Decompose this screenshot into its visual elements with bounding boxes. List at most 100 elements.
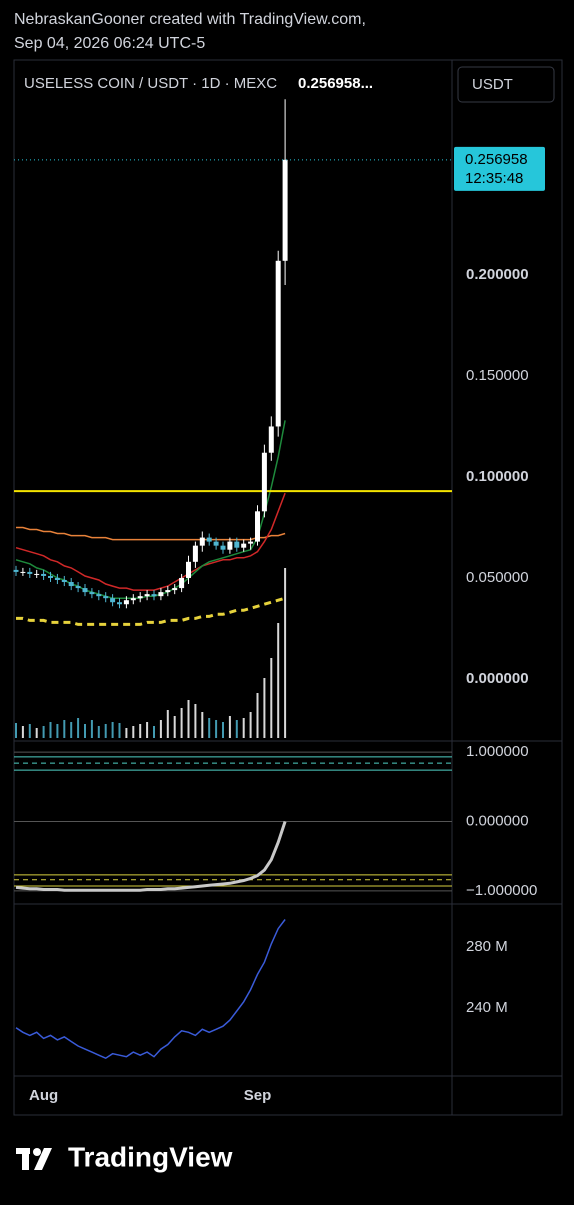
volume-bar — [28, 724, 31, 738]
volume-bar — [70, 722, 73, 738]
author-line: NebraskanGooner created with TradingView… — [14, 11, 366, 28]
candle-body — [234, 541, 240, 548]
candle-body — [117, 602, 122, 605]
candle-body — [34, 573, 40, 575]
candle-body — [268, 426, 274, 453]
volume-bar — [35, 728, 38, 738]
y-tick-label: 0.050000 — [466, 569, 529, 586]
candle-body — [227, 541, 233, 550]
volume-bar — [173, 716, 176, 738]
price-badge-value: 0.256958 — [465, 151, 528, 168]
candle-body — [241, 543, 247, 548]
volume-bar — [277, 623, 280, 738]
volume-bar — [132, 726, 135, 738]
indicator-line — [15, 821, 287, 892]
volume-bar — [270, 658, 273, 738]
candle-body — [82, 588, 88, 593]
volume-bar — [235, 720, 238, 738]
y-tick-label: 1.000000 — [466, 743, 529, 760]
candle-body — [199, 537, 205, 546]
candle-body — [261, 452, 267, 512]
candle-body — [248, 541, 254, 544]
candle-body — [13, 569, 19, 572]
moving-average — [15, 420, 286, 599]
candle-body — [123, 600, 129, 605]
candle-body — [41, 573, 47, 576]
candle-body — [20, 571, 26, 573]
volume-bar — [222, 722, 224, 738]
candle-body — [192, 545, 198, 562]
moving-average — [15, 492, 286, 591]
volume-bar — [21, 726, 24, 738]
candle-body — [110, 598, 116, 603]
candle-body — [255, 511, 260, 542]
volume-bar — [146, 722, 149, 738]
candle-body — [220, 545, 226, 550]
price-badge-countdown: 12:35:48 — [465, 170, 523, 187]
candle-body — [275, 260, 281, 427]
candle-body — [137, 596, 143, 599]
candle-body — [206, 537, 212, 542]
y-tick-label: 0.000000 — [466, 812, 529, 829]
candle-body — [96, 594, 102, 597]
volume-bar — [208, 718, 211, 738]
x-tick-label: Sep — [244, 1087, 272, 1104]
candle-body — [179, 577, 185, 589]
candle-body — [151, 594, 157, 597]
volume-bar — [90, 720, 93, 738]
volume-bar — [153, 726, 155, 738]
moving-average — [16, 526, 286, 541]
volume-bar — [256, 693, 259, 738]
volume-bar — [118, 723, 121, 738]
volume-bar — [263, 678, 266, 738]
y-tick-label: 0.150000 — [466, 367, 529, 384]
logo-text: TradingView — [68, 1141, 233, 1172]
y-tick-label: 0.200000 — [466, 266, 529, 283]
y-tick-label: 280 M — [466, 938, 508, 955]
volume-bar — [97, 726, 100, 738]
moving-average — [16, 596, 286, 626]
last-price: 0.256958... — [298, 75, 373, 92]
y-tick-label: 0.000000 — [466, 670, 529, 687]
volume-bar — [201, 712, 204, 738]
volume-bar — [194, 704, 197, 738]
candle-body — [89, 592, 95, 595]
candle-body — [130, 598, 136, 601]
y-tick-label: 0.100000 — [466, 468, 529, 485]
volume-bar — [84, 724, 86, 738]
volume-bar — [111, 722, 114, 738]
volume-bar — [139, 724, 142, 738]
volume-bar — [180, 708, 183, 738]
y-tick-label: −1.000000 — [466, 882, 537, 899]
logo — [16, 1148, 52, 1170]
candle-body — [48, 575, 53, 578]
candle-body — [61, 580, 67, 583]
currency-button[interactable] — [457, 66, 555, 103]
volume-bar — [63, 720, 66, 738]
x-tick-label: Aug — [29, 1087, 58, 1104]
candle-body — [213, 541, 219, 546]
candle-body — [144, 594, 150, 597]
volume-bar — [242, 718, 245, 738]
volume-bar — [56, 724, 59, 738]
volume-bar — [215, 720, 218, 738]
volume-bar — [42, 726, 45, 738]
volume-bar — [104, 724, 107, 738]
volume-bar — [166, 710, 169, 738]
volume-bar — [49, 722, 52, 738]
date-line: Sep 04, 2026 06:24 UTC-5 — [14, 35, 205, 52]
candle-body — [68, 582, 74, 587]
candle-body — [165, 590, 171, 593]
candle-body — [172, 588, 178, 591]
currency-label: USDT — [472, 76, 513, 93]
candle-body — [27, 571, 33, 574]
volume-bar — [284, 568, 287, 738]
volume-bar — [159, 720, 162, 738]
candle-body — [103, 596, 109, 599]
volume-bar — [77, 718, 80, 738]
chart-title: USELESS COIN / USDT · 1D · MEXC — [24, 75, 277, 92]
candle-body — [158, 592, 164, 597]
volume-bar — [228, 716, 231, 738]
candle-body — [282, 159, 288, 261]
